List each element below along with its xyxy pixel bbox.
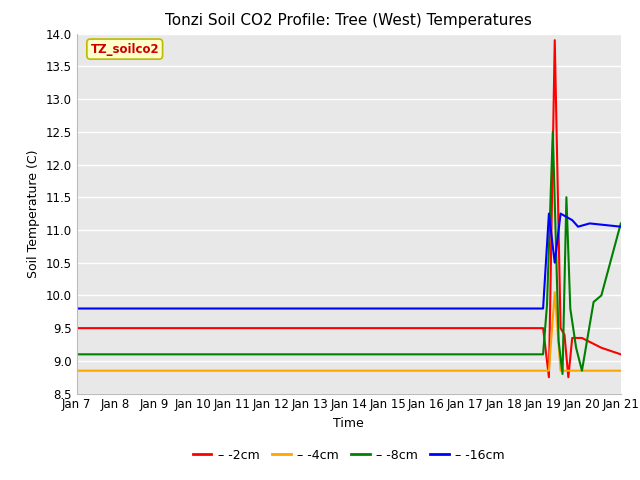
Text: TZ_soilco2: TZ_soilco2 <box>90 43 159 56</box>
Legend: – -2cm, – -4cm, – -8cm, – -16cm: – -2cm, – -4cm, – -8cm, – -16cm <box>188 444 510 467</box>
Y-axis label: Soil Temperature (C): Soil Temperature (C) <box>28 149 40 278</box>
X-axis label: Time: Time <box>333 417 364 430</box>
Title: Tonzi Soil CO2 Profile: Tree (West) Temperatures: Tonzi Soil CO2 Profile: Tree (West) Temp… <box>165 13 532 28</box>
